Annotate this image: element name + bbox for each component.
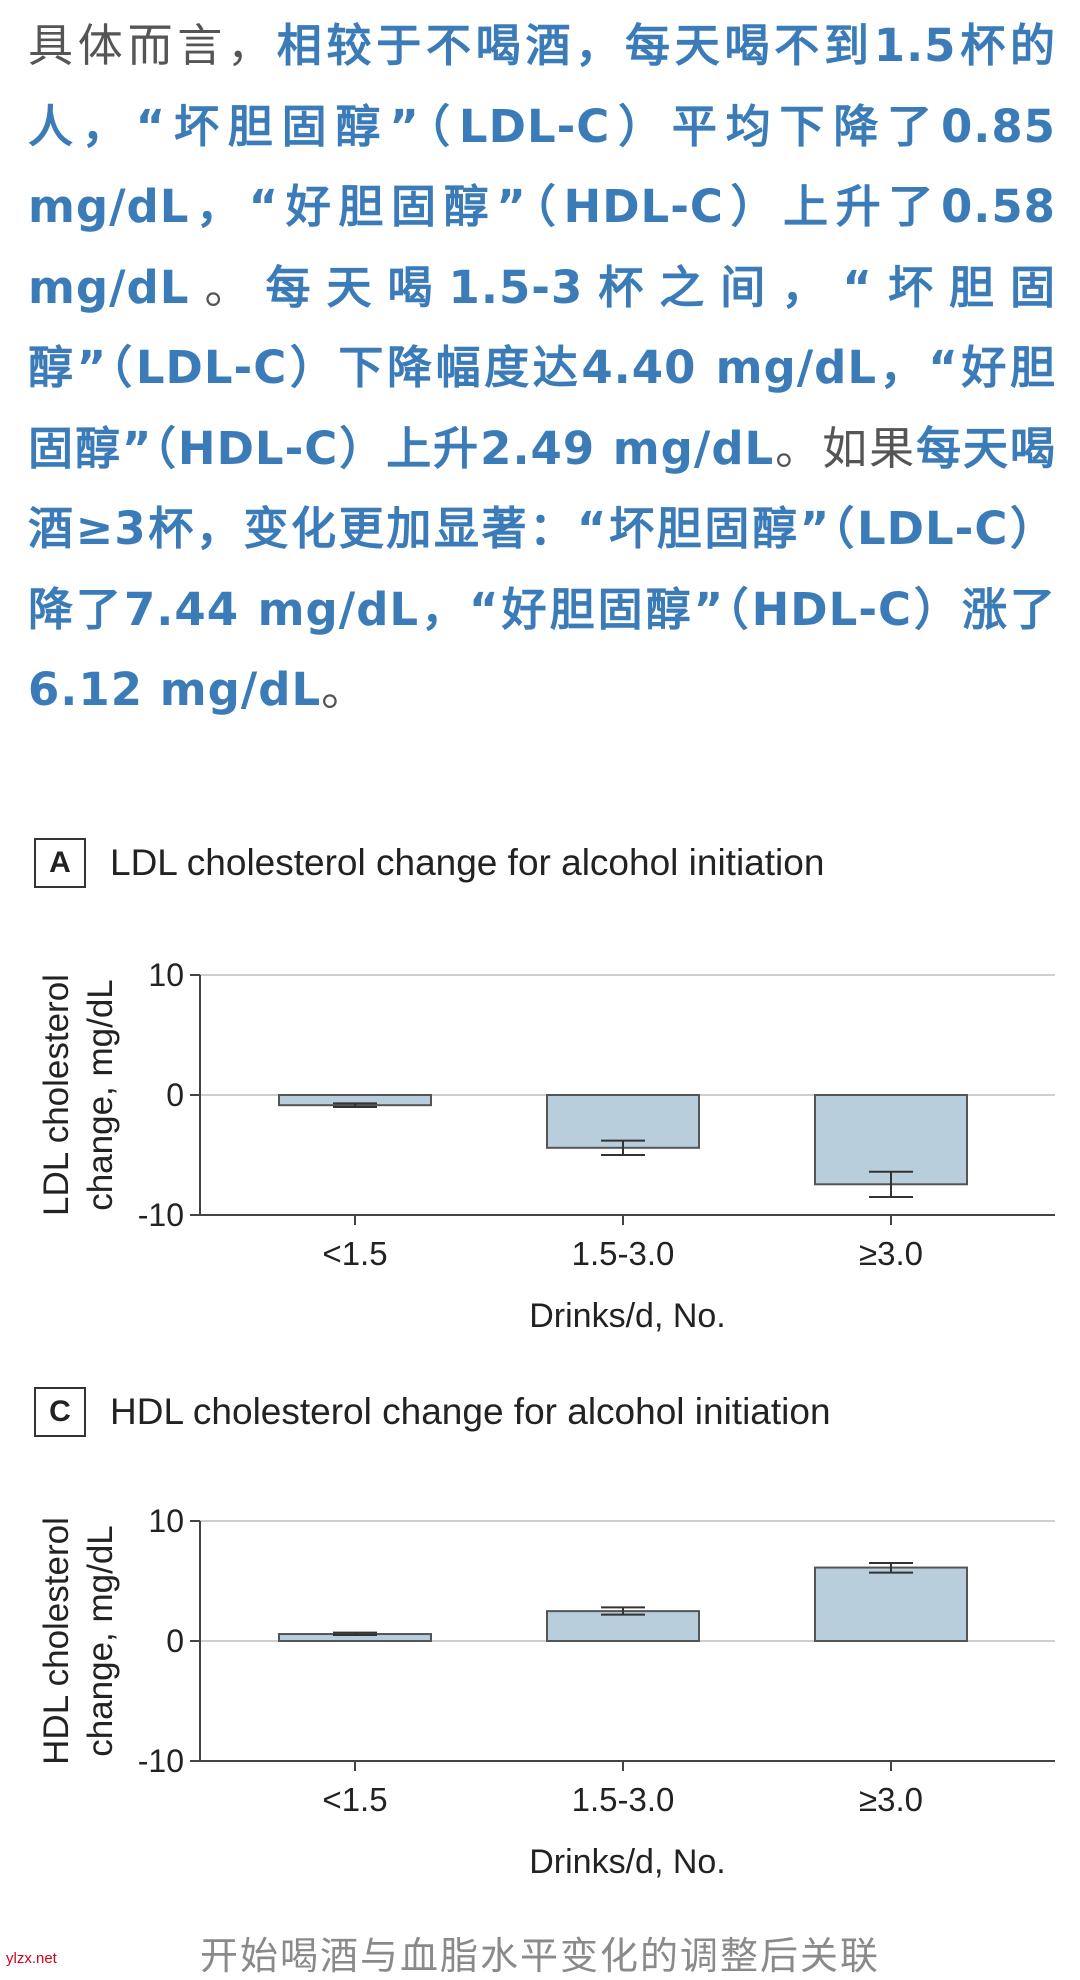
x-tick-label: <1.5 [322, 1781, 387, 1818]
body-text: 具体而言， [28, 19, 277, 72]
panel-c-header: C HDL cholesterol change for alcohol ini… [34, 1387, 831, 1437]
highlighted-text: 相较于不喝酒，每天喝不到1.5杯的人，“坏胆固醇”（LDL-C）平均下降了0.8… [28, 19, 1056, 314]
x-tick-label: <1.5 [322, 1235, 387, 1272]
bar [814, 1094, 968, 1186]
x-tick-label: ≥3.0 [859, 1781, 923, 1818]
x-tick-label: ≥3.0 [859, 1235, 923, 1272]
y-axis-label-line2: change, mg/dL [81, 1525, 120, 1757]
y-tick-label: 0 [166, 1623, 184, 1659]
y-tick-label: 10 [148, 957, 184, 993]
panel-a-title: LDL cholesterol change for alcohol initi… [110, 842, 825, 883]
panel-a-header: A LDL cholesterol change for alcohol ini… [34, 838, 824, 888]
y-tick-label: -10 [138, 1743, 184, 1779]
panel-a-letter: A [34, 838, 86, 888]
watermark: ylzx.net [6, 1950, 57, 1967]
y-tick-label: 10 [148, 1503, 184, 1539]
x-axis-label: Drinks/d, No. [529, 1843, 726, 1881]
body-text: 。如果 [774, 421, 917, 475]
ldl-change-bar-chart: 10 0 -10 <1.5 1.5-3.0 ≥3.0 Drinks/d, No. LDL ch… [37, 957, 1055, 1335]
highlighted-text: 每天喝1.5-3杯之间，“坏胆固醇”（LDL-C）下降幅度达4.40 mg/dL… [28, 260, 1056, 475]
y-axis-label-line1: HDL cholesterol [37, 1517, 76, 1765]
panel-c-title: HDL cholesterol change for alcohol initi… [110, 1391, 831, 1432]
y-tick-label: 0 [166, 1077, 184, 1113]
bar [546, 1094, 700, 1149]
body-text: 。 [321, 663, 368, 716]
bar [814, 1566, 968, 1642]
body-text: 。 [189, 260, 266, 314]
y-axis-label-line1: LDL cholesterol [37, 974, 76, 1216]
panel-c-letter: C [34, 1387, 86, 1437]
y-tick-label: -10 [138, 1197, 184, 1233]
article-paragraph: 具体而言，相较于不喝酒，每天喝不到1.5杯的人，“坏胆固醇”（LDL-C）平均下… [28, 6, 1056, 731]
hdl-change-bar-chart: 10 0 -10 <1.5 1.5-3.0 ≥3.0 Drinks/d, No. HDL ch… [37, 1503, 1055, 1881]
figure-caption: 开始喝酒与血脂水平变化的调整后关联 [199, 1934, 880, 1978]
bar [546, 1610, 700, 1643]
highlighted-text: 每天喝酒≥3杯，变化更加显著：“坏胆固醇”（LDL-C）降了7.44 mg/dL… [28, 421, 1056, 717]
x-tick-label: 1.5-3.0 [572, 1235, 675, 1272]
x-axis-label: Drinks/d, No. [529, 1297, 726, 1335]
y-axis-label-line2: change, mg/dL [81, 979, 120, 1211]
x-tick-label: 1.5-3.0 [572, 1781, 675, 1818]
